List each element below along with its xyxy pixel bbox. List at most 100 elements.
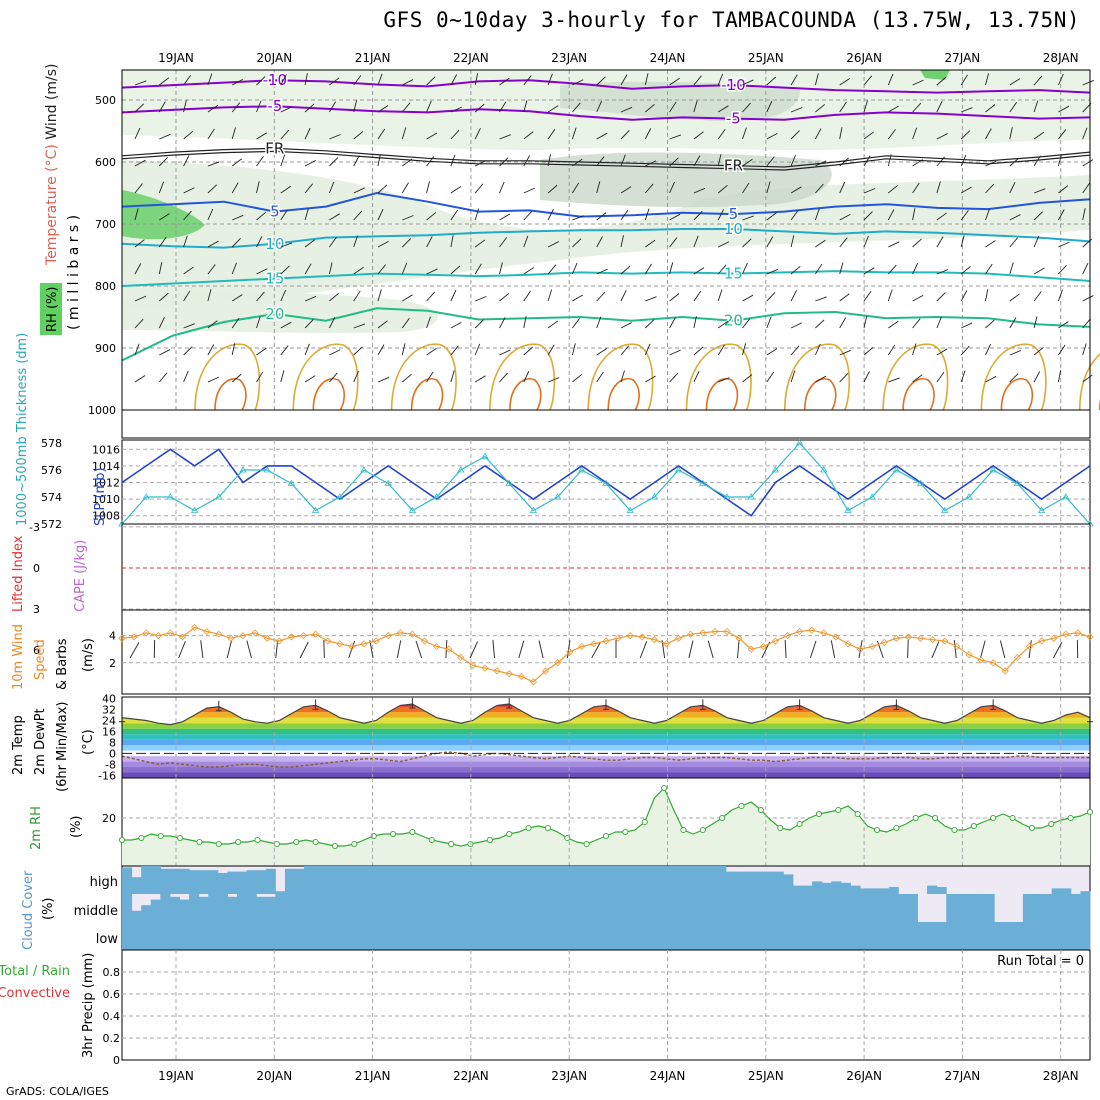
upper-wind-barb: [159, 292, 169, 302]
precip-convective-label: Convective: [0, 986, 70, 1001]
cloud-bar-low: [150, 922, 161, 950]
upper-wind-barb: [353, 155, 360, 167]
cloud-bar-low: [237, 922, 248, 950]
upper-wind-barb: [693, 100, 698, 113]
isotherm-line: [121, 307, 1091, 362]
rh-legend-swatch: [40, 283, 62, 335]
cloud-bar-middle: [543, 894, 554, 922]
rh2-unit: (%): [69, 816, 84, 839]
rh2-marker: [486, 836, 493, 844]
upper-wind-barb: [353, 323, 366, 329]
wind10-marker: [541, 667, 550, 675]
cloud-bar-middle: [687, 894, 698, 922]
lifted-tick-label: 6: [33, 644, 40, 657]
upper-wind-barb: [936, 76, 947, 86]
cloud-bar-low: [332, 922, 343, 950]
rh2-marker: [583, 840, 590, 848]
cloud-bar-low: [687, 922, 698, 950]
wind10-marker: [1025, 642, 1034, 651]
wind10-marker: [650, 636, 658, 644]
wind10-barb: [1052, 641, 1063, 659]
cloud-bar-high: [524, 866, 535, 894]
cloud-bar-low: [265, 922, 276, 950]
wind10-marker: [191, 623, 199, 632]
upper-wind-barb: [474, 208, 480, 221]
cloud-bar-middle: [562, 894, 573, 922]
cloud-bar-middle: [505, 894, 516, 922]
wind10-barb: [830, 640, 836, 659]
rh2-marker: [409, 828, 416, 836]
cloud-bar-low: [773, 922, 784, 950]
upper-wind-barb: [256, 316, 261, 329]
temp-tick-label: 24: [102, 714, 116, 727]
upper-wind-barb: [596, 212, 607, 221]
cloud-bar-low: [677, 922, 688, 950]
upper-wind-barb: [547, 264, 557, 275]
cloud-bar-middle: [831, 894, 842, 922]
wind10-marker: [711, 627, 719, 636]
day-label-top: 23JAN: [551, 51, 587, 65]
isotherm-label: 20: [724, 312, 743, 330]
cloud-bar-middle: [227, 896, 238, 922]
upper-wind-barb: [231, 373, 242, 383]
cloud-bar-high: [476, 866, 487, 894]
cloud-high-label: high: [90, 875, 118, 890]
rh2-marker: [389, 830, 397, 838]
cloud-bar-high: [1061, 888, 1072, 894]
upper-wind-barb: [1082, 159, 1094, 167]
wind10-barb: [396, 640, 402, 659]
upper-wind-barb: [571, 127, 577, 140]
wind10-marker: [263, 634, 271, 642]
cloud-bar-low: [534, 922, 545, 950]
upper-wind-barb: [402, 294, 413, 302]
upper-wind-barb: [985, 343, 991, 356]
cloud-bar-middle: [409, 894, 420, 922]
cloud-bar-high: [227, 871, 238, 894]
cloud-bar-middle: [534, 894, 545, 922]
cloud-bar-low: [831, 922, 842, 950]
upper-wind-barb: [377, 73, 383, 86]
cloud-bar-low: [313, 922, 324, 950]
upper-wind-barb: [839, 127, 843, 140]
wind10-marker: [953, 642, 961, 651]
thickness-marker: [336, 493, 344, 500]
upper-wind-barb: [183, 130, 194, 140]
upper-wind-barb: [256, 156, 264, 167]
wind10-barb: [415, 640, 423, 659]
cloud-bar-high: [217, 873, 228, 894]
upper-wind-barb: [1082, 295, 1094, 302]
upper-wind-barb: [280, 106, 292, 113]
upper-wind-barb: [766, 348, 778, 356]
rh2-marker: [796, 820, 803, 828]
cloud-bar-low: [1042, 922, 1053, 950]
isotherm-label: FR: [265, 139, 284, 157]
cloud-bar-middle: [198, 896, 209, 922]
upper-wind-barb: [183, 100, 187, 113]
rh-band-moist: [540, 152, 832, 208]
upper-wind-barb: [158, 372, 168, 383]
isotherm-line: [121, 191, 1091, 218]
upper-wind-barb: [207, 376, 220, 383]
thickness-marker: [384, 479, 392, 486]
cloud-bar-middle: [208, 894, 219, 922]
upper-wind-barb: [815, 375, 827, 383]
credit-label: GrADS: COLA/IGES: [6, 1085, 109, 1098]
upper-wind-barb: [474, 375, 486, 383]
cloud-bar-low: [965, 922, 976, 950]
upper-wind-barb: [377, 184, 388, 194]
upper-wind-barb: [596, 236, 603, 248]
thickness-marker: [989, 466, 997, 473]
upper-wind-barb: [742, 127, 747, 140]
slp-tick-label: 1016: [92, 443, 120, 456]
upper-wind-barb: [329, 237, 337, 248]
cloud-bar-low: [122, 922, 133, 950]
thickness-marker: [699, 479, 707, 486]
cloud-bar-high: [419, 866, 430, 894]
temp-title: 2m Temp: [11, 715, 26, 775]
upper-wind-barb: [742, 215, 754, 221]
cloud-bar-low: [764, 922, 775, 950]
cloud-bar-middle: [716, 894, 727, 922]
wind10-marker: [856, 645, 864, 653]
upper-wind-barb: [304, 239, 315, 248]
upper-wind-barb: [961, 107, 973, 113]
